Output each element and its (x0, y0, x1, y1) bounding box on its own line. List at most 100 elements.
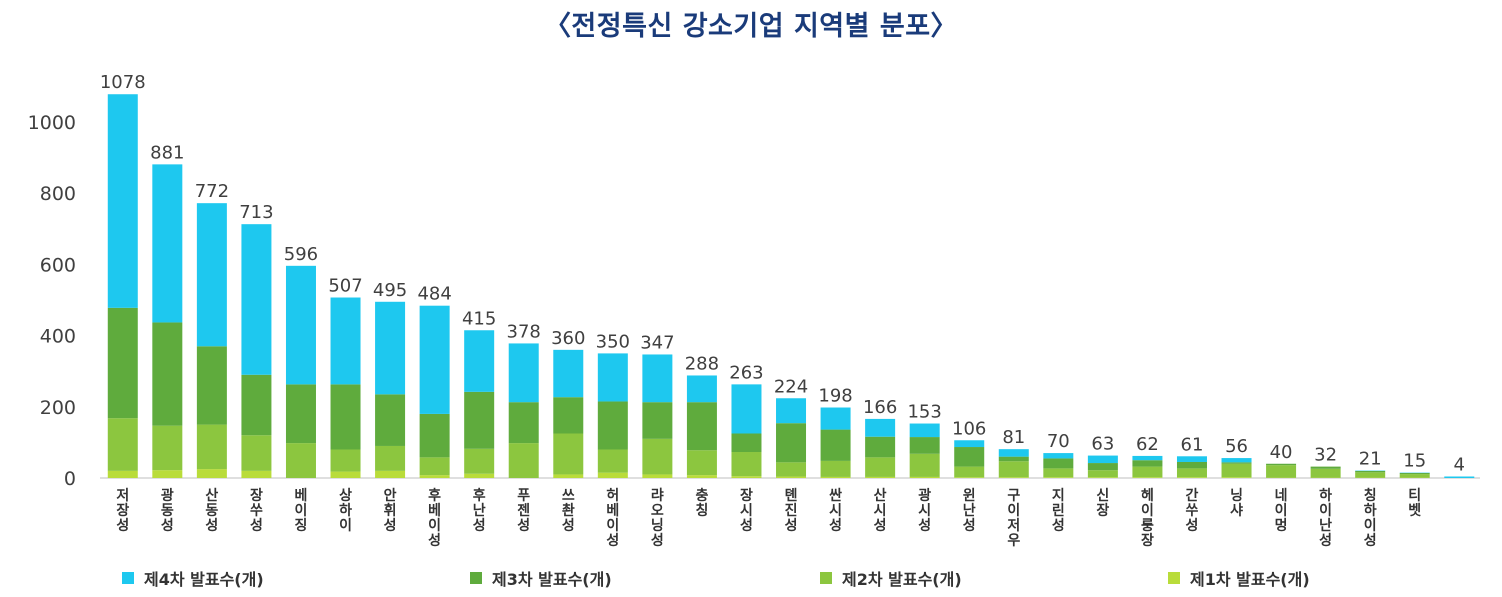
bar-segment-series2 (820, 460, 851, 477)
bar-segment-series3 (954, 447, 985, 467)
bar-segment-series1 (909, 476, 940, 478)
bar-total-label: 224 (774, 376, 808, 397)
bar-total-label: 347 (640, 332, 674, 353)
bar-segment-series3 (508, 402, 539, 444)
bar-segment-series3 (1132, 460, 1163, 467)
bar-segment-series2 (508, 443, 539, 478)
bar-segment-series3 (1043, 458, 1074, 469)
bar-segment-series2 (954, 466, 985, 478)
bar-segment-series4 (1444, 476, 1475, 478)
bar-segment-series2 (597, 449, 628, 473)
bar-segment-series2 (1399, 474, 1430, 478)
bar-segment-series4 (285, 265, 316, 385)
legend-label-series2: 제2차 발표수(개) (842, 570, 962, 589)
bar-total-label: 61 (1181, 434, 1204, 455)
bar-segment-series4 (196, 203, 227, 347)
bar-total-label: 4 (1454, 455, 1465, 476)
bar-segment-series4 (330, 297, 361, 385)
bar-segment-series2 (1310, 468, 1341, 478)
y-tick-label: 1000 (28, 112, 76, 134)
bar-segment-series1 (553, 474, 584, 478)
bar-segment-series1 (1132, 477, 1163, 478)
bar-segment-series4 (1087, 455, 1118, 464)
bar-segment-series2 (553, 433, 584, 475)
bar-segment-series1 (419, 475, 450, 478)
bar-segment-series2 (1266, 465, 1297, 478)
bar-segment-series2 (419, 457, 450, 476)
bar-segment-series4 (464, 330, 495, 392)
bar-segment-series1 (686, 475, 717, 478)
bar-segment-series1 (152, 470, 183, 478)
bar-segment-series4 (642, 354, 673, 403)
bar-segment-series3 (553, 397, 584, 434)
bar-segment-series2 (776, 462, 807, 477)
bar-segment-series2 (241, 435, 272, 471)
bar-segment-series1 (642, 474, 673, 478)
bar-segment-series2 (1355, 472, 1386, 478)
bar-total-label: 63 (1091, 434, 1114, 455)
bar-segment-series3 (686, 402, 717, 451)
bar-segment-series3 (909, 437, 940, 454)
bar-segment-series2 (1132, 466, 1163, 478)
bar-segment-series1 (865, 476, 896, 478)
bar-segment-series3 (1266, 463, 1297, 466)
bar-segment-series4 (686, 375, 717, 403)
bar-total-label: 772 (195, 181, 229, 202)
bar-segment-series1 (1087, 477, 1118, 478)
bar-segment-series4 (1043, 453, 1074, 459)
legend-label-series1: 제1차 발표수(개) (1190, 570, 1310, 589)
bar-segment-series2 (196, 424, 227, 470)
bar-segment-series3 (285, 384, 316, 444)
y-tick-label: 0 (64, 468, 76, 490)
legend-label-series3: 제3차 발표수(개) (492, 570, 612, 589)
bar-total-label: 166 (863, 397, 897, 418)
bar-segment-series1 (1043, 477, 1074, 478)
bar-total-label: 198 (818, 386, 852, 407)
bar-total-label: 713 (239, 202, 273, 223)
bar-segment-series4 (597, 353, 628, 402)
bar-segment-series4 (731, 384, 762, 434)
legend-label-series4: 제4차 발표수(개) (144, 570, 264, 589)
bar-segment-series2 (1176, 468, 1207, 478)
bar-segment-series3 (776, 423, 807, 463)
bar-segment-series3 (731, 433, 762, 453)
y-tick-label: 400 (40, 326, 76, 348)
bar-segment-series3 (1176, 461, 1207, 469)
bar-segment-series1 (241, 470, 272, 478)
bar-segment-series4 (820, 407, 851, 430)
bar-total-label: 15 (1403, 451, 1426, 472)
bar-segment-series3 (820, 429, 851, 461)
bar-segment-series4 (909, 423, 940, 438)
bar-segment-series1 (820, 476, 851, 478)
bar-segment-series3 (419, 413, 450, 458)
bar-segment-series3 (597, 401, 628, 450)
bar-segment-series1 (107, 470, 138, 478)
bar-segment-series4 (998, 449, 1029, 457)
bar-total-label: 153 (907, 402, 941, 423)
bar-total-label: 881 (150, 142, 184, 163)
bar-segment-series3 (196, 346, 227, 425)
bar-total-label: 596 (284, 244, 318, 265)
bar-total-label: 507 (328, 276, 362, 297)
chart-title: 〈전정특신 강소기업 지역별 분포〉 (543, 11, 959, 42)
bar-segment-series1 (954, 477, 985, 478)
bar-segment-series3 (865, 436, 896, 458)
bar-total-label: 21 (1359, 449, 1382, 470)
bar-total-label: 360 (551, 328, 585, 349)
legend-swatch-series1 (1168, 572, 1180, 584)
bar-segment-series4 (865, 418, 896, 437)
bar-segment-series3 (330, 384, 361, 450)
